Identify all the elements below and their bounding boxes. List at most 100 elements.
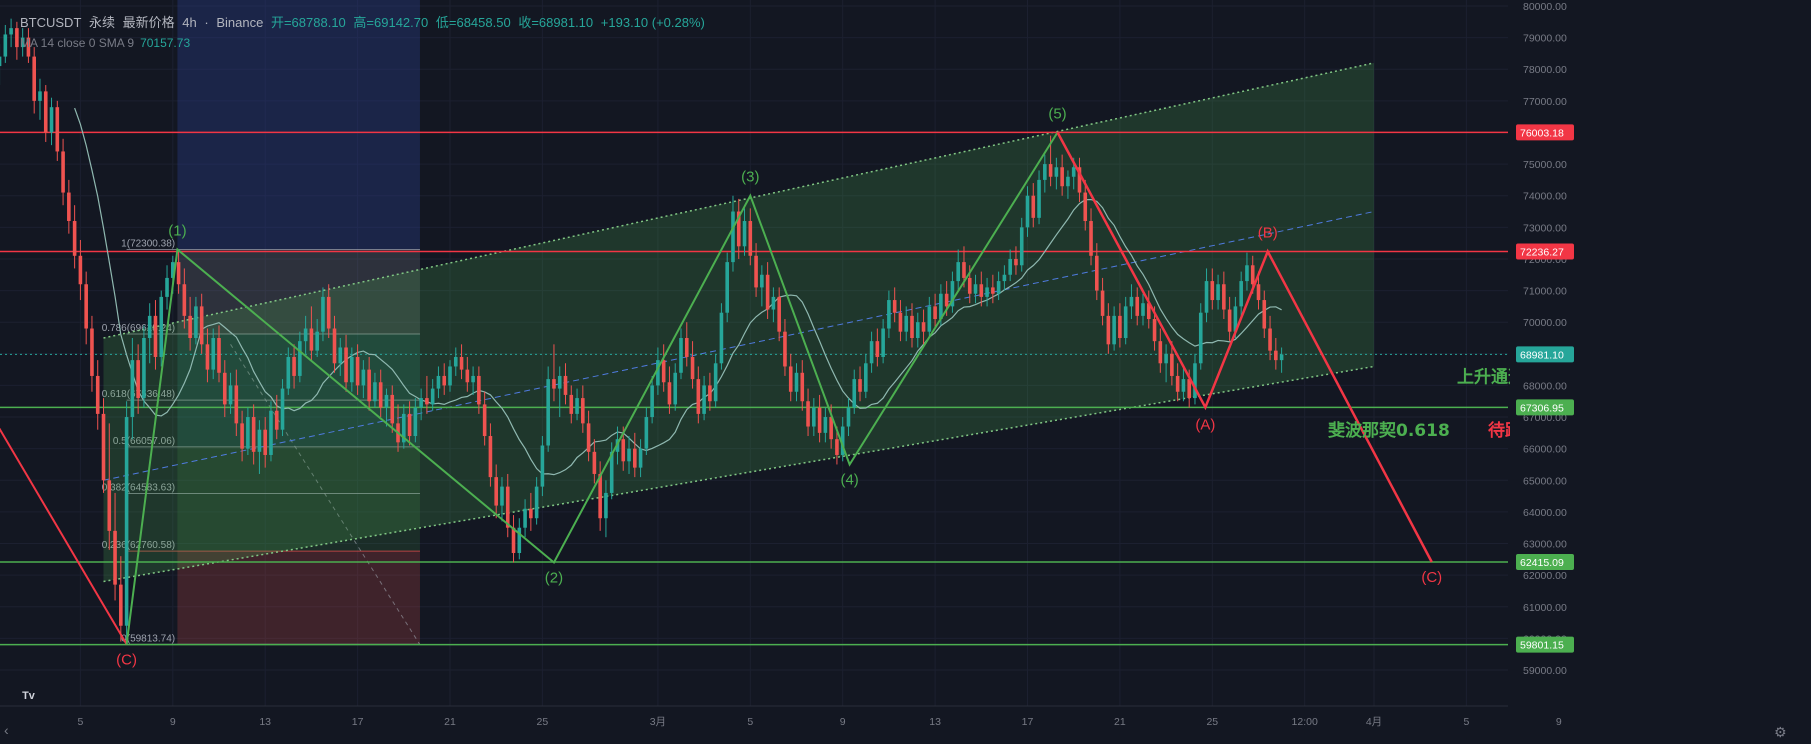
price-tick-label: 68000.00 xyxy=(1523,380,1567,392)
wave-line-red xyxy=(1056,131,1433,563)
candle-body xyxy=(679,338,683,373)
candle-body xyxy=(477,375,481,405)
candle-body xyxy=(875,341,880,357)
candle-body xyxy=(459,356,464,370)
candle-body xyxy=(378,382,383,408)
candle-body xyxy=(973,284,978,294)
wave-label: (1) xyxy=(168,222,186,239)
candle-body xyxy=(1274,350,1278,361)
price-tick-label: 64000.00 xyxy=(1523,507,1567,519)
symbol-name[interactable]: BTCUSDT xyxy=(20,15,82,30)
candle-body xyxy=(708,385,712,402)
price-tick-label: 66000.00 xyxy=(1523,444,1567,456)
price-tick-label: 79000.00 xyxy=(1523,33,1567,45)
candle-body xyxy=(609,451,614,493)
candle-body xyxy=(627,448,631,462)
candle-body xyxy=(939,293,943,320)
time-tick-label: 9 xyxy=(840,716,846,728)
time-tick-label: 13 xyxy=(259,716,271,728)
high-value: 高=69142.70 xyxy=(353,15,429,30)
candle-body xyxy=(638,448,643,468)
candle-body xyxy=(292,356,296,376)
time-tick-label: 21 xyxy=(1114,716,1126,728)
candle-body xyxy=(257,429,262,452)
price-axis[interactable]: 59000.0060000.0061000.0062000.0063000.00… xyxy=(1510,0,1811,744)
candle-body xyxy=(835,439,839,455)
candle-body xyxy=(823,417,828,433)
candle-body xyxy=(9,28,13,35)
candle-body xyxy=(1123,306,1128,338)
change-value: +193.10 (+0.28%) xyxy=(600,15,705,30)
candle-body xyxy=(274,410,279,430)
candle-body xyxy=(78,255,83,285)
chevron-left-icon[interactable]: ‹ xyxy=(4,722,9,738)
candle-body xyxy=(1071,167,1076,177)
wave-label: (A) xyxy=(1195,416,1215,433)
candle-body xyxy=(1025,195,1030,228)
candle-body xyxy=(725,262,729,313)
candle-body xyxy=(1187,379,1191,399)
candle-body xyxy=(1060,167,1064,187)
candle-body xyxy=(500,486,504,506)
time-tick-label: 5 xyxy=(1463,716,1469,728)
candle-body xyxy=(1210,281,1215,301)
interval-label[interactable]: 4h xyxy=(182,15,197,30)
candle-body xyxy=(921,322,926,332)
trend-dashed-line xyxy=(230,344,421,645)
candle-body xyxy=(621,439,626,462)
time-tick-label: 13 xyxy=(929,716,941,728)
price-tick-label: 59000.00 xyxy=(1523,665,1567,677)
candle-body xyxy=(309,328,314,351)
candle-body xyxy=(182,284,187,316)
candle-body xyxy=(812,407,816,427)
candle-body xyxy=(864,363,868,392)
candle-body xyxy=(269,410,273,455)
candle-body xyxy=(852,379,857,408)
candle-body xyxy=(794,372,799,392)
candle-body xyxy=(846,407,851,427)
candle-body xyxy=(142,338,146,399)
elliott-wave-lines xyxy=(0,131,1433,645)
candle-body xyxy=(84,284,88,329)
candle-body xyxy=(350,356,354,383)
candle-body xyxy=(1256,284,1261,301)
candle-body xyxy=(1239,281,1243,307)
candle-body xyxy=(713,363,718,402)
candle-body xyxy=(742,221,747,247)
candle-body xyxy=(1106,315,1111,345)
candle-body xyxy=(1077,167,1082,193)
exchange-label: Binance xyxy=(216,15,264,30)
candle-body xyxy=(1112,315,1116,345)
candle-body xyxy=(240,423,244,449)
candle-body xyxy=(38,91,42,101)
indicator-legend[interactable]: MA 14 close 0 SMA 9 70157.73 xyxy=(20,36,190,50)
candle-body xyxy=(1164,353,1168,364)
candle-body xyxy=(991,287,995,294)
candle-body xyxy=(956,262,960,282)
time-axis[interactable]: 5 9 13 17 21 25 3月 5 9 13 17 21 25 12:00 4月 5 9 xyxy=(0,705,1562,728)
candle-body xyxy=(771,296,776,310)
candle-body xyxy=(1008,258,1012,275)
candle-body xyxy=(1262,300,1267,329)
candle-body xyxy=(869,341,874,364)
candlesticks xyxy=(0,18,1284,645)
candle-body xyxy=(788,366,793,392)
gear-icon[interactable]: ⚙ xyxy=(1774,724,1787,740)
candle-body xyxy=(696,379,701,414)
close-value: 收=68981.10 xyxy=(518,15,594,30)
candle-body xyxy=(1014,258,1018,266)
candle-body xyxy=(927,306,932,332)
candle-body xyxy=(298,341,302,376)
price-tick-label: 71000.00 xyxy=(1523,286,1567,298)
candle-body xyxy=(488,436,493,478)
candle-body xyxy=(1141,303,1145,316)
time-tick-label: 4月 xyxy=(1366,716,1382,728)
fib-level-label: 0(59813.74) xyxy=(121,633,175,644)
candle-body xyxy=(113,530,117,585)
candle-body xyxy=(690,356,695,380)
ma-line xyxy=(74,107,1282,476)
price-level-badge xyxy=(1516,124,1574,141)
time-tick-label: 12:00 xyxy=(1292,716,1318,728)
candle-body xyxy=(246,417,250,449)
